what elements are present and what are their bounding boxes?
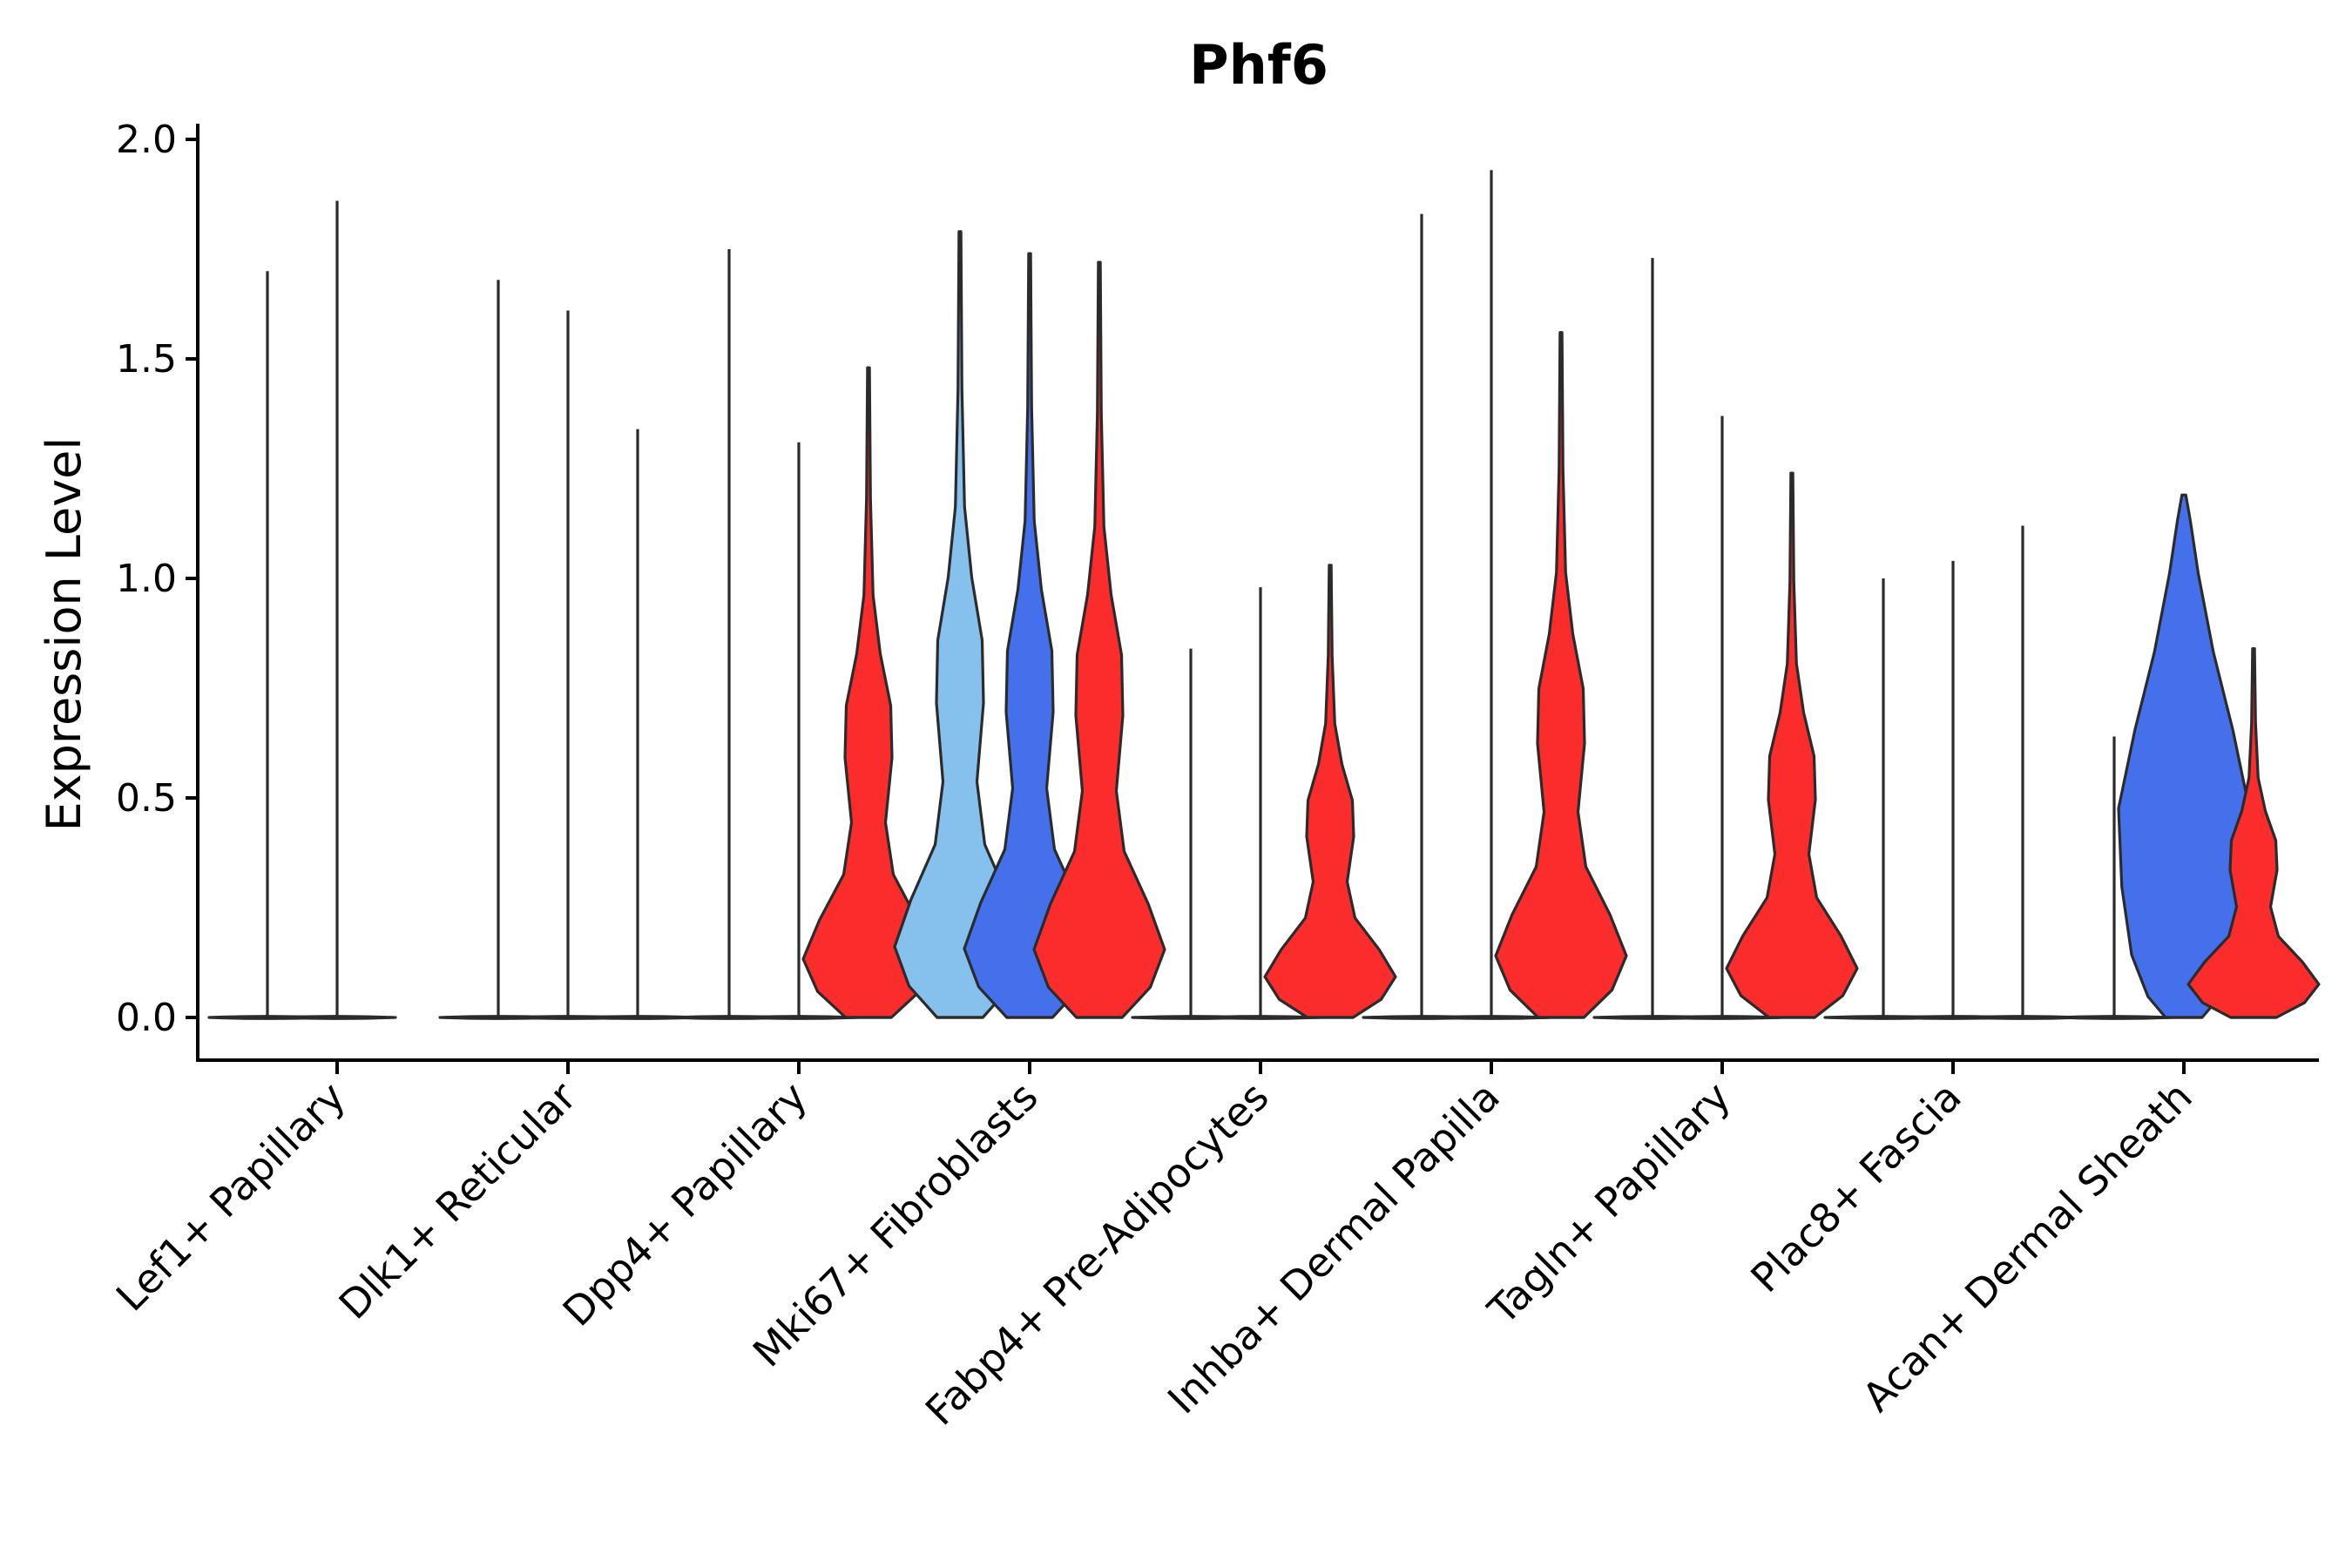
y-tick-label: 0.0 [116, 996, 177, 1040]
x-tick-label: Dpp4+ Papillary [554, 1073, 816, 1335]
x-tick-label: Plac8+ Fascia [1741, 1073, 1970, 1301]
violin-shape [1494, 331, 1628, 1019]
y-axis-label: Expression Level [37, 437, 91, 832]
violin-base [277, 1015, 397, 1020]
y-tick-label: 0.5 [116, 776, 177, 821]
violin-shape [2186, 647, 2321, 1019]
y-tick-label: 1.0 [116, 557, 177, 601]
x-tick-label: Dlk1+ Reticular [330, 1073, 585, 1328]
y-tick-label: 2.0 [116, 118, 177, 162]
violins-group [207, 170, 2321, 1020]
x-tick-label: Tagln+ Papillary [1478, 1073, 1740, 1335]
violin-shape [1032, 260, 1166, 1019]
x-tick-label: Lef1+ Papillary [107, 1073, 355, 1321]
y-axis-ticks: 0.0 0.5 1.0 1.5 2.0 [116, 118, 198, 1040]
y-tick-label: 1.5 [116, 337, 177, 382]
violin-shape [1725, 471, 1859, 1019]
chart-title: Phf6 [1189, 33, 1328, 97]
violin-shape [1263, 564, 1397, 1019]
